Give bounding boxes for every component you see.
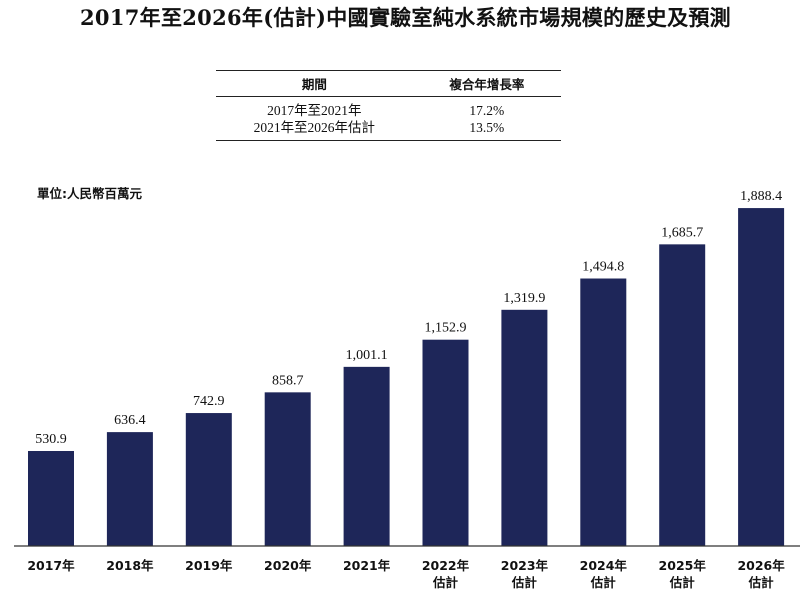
x-tick-label: 估計: [748, 575, 775, 590]
x-tick-label: 2019年: [185, 558, 233, 573]
bar: [343, 366, 390, 546]
bar: [422, 339, 469, 546]
bar-value-label: 1,494.8: [582, 260, 624, 275]
cagr-period: 2021年至2026年估計: [216, 119, 413, 141]
bar: [738, 208, 785, 546]
x-tick-label: 2022年: [422, 558, 470, 573]
x-tick-label: 2026年: [737, 558, 785, 573]
cagr-row: 2021年至2026年估計 13.5%: [216, 119, 561, 141]
x-tick-label: 估計: [669, 575, 696, 590]
bar-value-label: 1,152.9: [425, 321, 467, 336]
x-tick-label: 2024年: [580, 558, 628, 573]
bar: [580, 278, 627, 546]
bar-value-label: 636.4: [114, 413, 146, 428]
cagr-header-row: 期間 複合年增長率: [216, 70, 561, 97]
chart-title: 2017年至2026年(估計)中國實驗室純水系統市場規模的歷史及預測: [80, 5, 731, 30]
cagr-period: 2017年至2021年: [267, 103, 362, 118]
cagr-row: 2017年至2021年 17.2%: [216, 97, 561, 120]
bar: [185, 413, 232, 546]
cagr-rate: 13.5%: [412, 119, 561, 141]
x-tick-label: 估計: [432, 575, 459, 590]
x-tick-label: 2023年: [501, 558, 549, 573]
x-tick-label: 2021年: [343, 558, 391, 573]
bar: [264, 392, 311, 546]
bar-value-label: 858.7: [272, 373, 304, 388]
cagr-rate: 17.2%: [469, 103, 505, 118]
cagr-header-rate: 複合年增長率: [412, 70, 561, 97]
x-tick-label: 2018年: [106, 558, 154, 573]
bar: [501, 309, 548, 546]
x-tick-label: 2020年: [264, 558, 312, 573]
x-tick-label: 估計: [511, 575, 538, 590]
x-tick-label: 估計: [590, 575, 617, 590]
cagr-header-period: 期間: [216, 70, 413, 97]
bar-value-label: 530.9: [35, 432, 67, 447]
bar: [106, 432, 153, 546]
x-tick-label: 2025年: [659, 558, 707, 573]
bar-value-label: 1,319.9: [503, 291, 545, 306]
bar-value-label: 1,685.7: [661, 225, 703, 240]
bar: [659, 244, 706, 546]
unit-label: 單位:人民幣百萬元: [37, 186, 142, 201]
cagr-table: 期間 複合年增長率 2017年至2021年 17.2% 2021年至2026年估…: [216, 70, 561, 141]
bar: [28, 450, 74, 546]
x-tick-label: 2017年: [27, 558, 75, 573]
bar-value-label: 1,888.4: [740, 189, 782, 204]
bar-value-label: 1,001.1: [346, 348, 388, 363]
bar-value-label: 742.9: [193, 394, 225, 409]
